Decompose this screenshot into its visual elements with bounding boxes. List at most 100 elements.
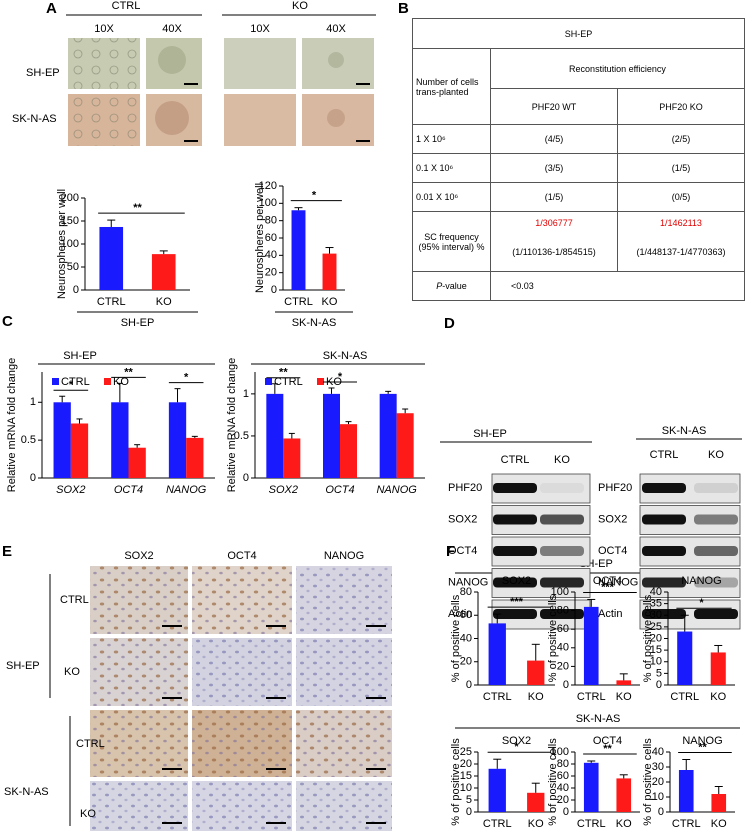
bar bbox=[53, 402, 71, 478]
panel-label: A bbox=[46, 0, 57, 17]
x-tick-label: CTRL bbox=[483, 818, 512, 830]
significance: ** bbox=[124, 366, 133, 378]
cell: (1/448137-1/4770363) bbox=[617, 233, 745, 272]
row-label: P-value bbox=[412, 271, 491, 301]
blot-band bbox=[493, 483, 537, 493]
protein-label: OCT4 bbox=[598, 545, 627, 557]
panel-label: B bbox=[398, 0, 409, 17]
bar bbox=[583, 606, 599, 685]
bar bbox=[340, 424, 357, 478]
panel-label: F bbox=[446, 543, 455, 560]
y-tick-label: 20 bbox=[460, 758, 472, 770]
x-tick-label: KO bbox=[322, 296, 338, 308]
x-tick-label: CTRL bbox=[97, 296, 126, 308]
x-tick-label: KO bbox=[528, 691, 544, 703]
blot-band bbox=[540, 546, 584, 556]
y-tick-label: 30 bbox=[652, 761, 664, 773]
micrograph bbox=[224, 94, 296, 146]
blot-band bbox=[694, 514, 738, 525]
protein-label: Actin bbox=[448, 608, 472, 620]
header-cell: PHF20 WT bbox=[490, 88, 618, 125]
y-tick-label: 60 bbox=[557, 770, 569, 782]
y-tick-label: 40 bbox=[557, 782, 569, 794]
y-tick-label: 30 bbox=[650, 609, 662, 621]
y-tick-label: 15 bbox=[460, 770, 472, 782]
legend-label: CTRL bbox=[61, 376, 90, 388]
cell: (1/5) bbox=[617, 153, 745, 183]
condition-label: CTRL bbox=[112, 0, 141, 12]
condition-label: CTRL bbox=[76, 738, 105, 750]
blot-band bbox=[642, 577, 686, 588]
blot-band bbox=[642, 483, 686, 493]
bar bbox=[322, 253, 337, 290]
significance: ** bbox=[698, 741, 707, 753]
y-tick-label: 0 bbox=[243, 472, 249, 484]
blot-band bbox=[493, 609, 537, 619]
y-tick-label: 10 bbox=[652, 791, 664, 803]
micrographs bbox=[68, 38, 374, 146]
y-tick-label: 0 bbox=[271, 284, 277, 296]
header-cell: PHF20 KO bbox=[617, 88, 745, 125]
bar bbox=[488, 623, 506, 685]
significance: ** bbox=[133, 202, 142, 214]
x-tick-label: CTRL bbox=[577, 691, 606, 703]
blot-band bbox=[540, 577, 584, 588]
y-tick-label: 40 bbox=[460, 632, 472, 644]
y-tick-label: 100 bbox=[61, 238, 79, 250]
header-cell: Number of cells trans-planted bbox=[412, 48, 491, 125]
blot-band bbox=[540, 609, 584, 619]
blot-band bbox=[493, 546, 537, 556]
significance: * bbox=[312, 190, 317, 202]
blot-band bbox=[694, 483, 738, 493]
y-tick-label: 40 bbox=[557, 642, 569, 654]
x-tick-label: OCT4 bbox=[114, 484, 143, 496]
bar bbox=[527, 660, 545, 685]
y-tick-label: 0 bbox=[563, 679, 569, 691]
y-axis-label: Relative mRNA fold change bbox=[6, 358, 18, 493]
x-tick-label: CTRL bbox=[670, 691, 699, 703]
cell: (2/5) bbox=[617, 124, 745, 154]
y-tick-label: 20 bbox=[265, 267, 277, 279]
header-cell: Reconstitution efficiency bbox=[490, 48, 745, 89]
column-label: OCT4 bbox=[227, 550, 256, 562]
lane-label: CTRL bbox=[501, 454, 530, 466]
y-axis-label: % of positive cells bbox=[547, 594, 559, 682]
blot-title: SK-N-AS bbox=[662, 425, 707, 437]
ihc-texture bbox=[296, 710, 392, 777]
cell: (1/110136-1/854515) bbox=[490, 233, 618, 272]
x-tick-label: SOX2 bbox=[56, 484, 85, 496]
protein-label: NANOG bbox=[448, 576, 488, 588]
y-tick-label: 0.5 bbox=[234, 430, 249, 442]
x-tick-label: CTRL bbox=[672, 818, 701, 830]
y-axis-label: Neurospheres per well bbox=[254, 183, 266, 293]
chart-title: OCT4 bbox=[593, 575, 622, 587]
bar bbox=[151, 254, 176, 290]
y-tick-label: 0 bbox=[466, 679, 472, 691]
bar bbox=[710, 652, 726, 685]
cell: 1/306777 bbox=[490, 211, 618, 234]
bar bbox=[379, 393, 397, 478]
y-axis-label: % of positive cells bbox=[450, 594, 462, 682]
ihc-texture bbox=[90, 710, 188, 777]
legend-label: CTRL bbox=[274, 376, 303, 388]
panel-label: D bbox=[444, 315, 455, 332]
y-tick-label: 40 bbox=[652, 746, 664, 758]
bar bbox=[583, 762, 599, 812]
y-tick-label: 0 bbox=[563, 806, 569, 818]
sphere bbox=[327, 109, 345, 127]
y-tick-label: 200 bbox=[61, 192, 79, 204]
ihc-texture bbox=[296, 638, 392, 706]
magnification: 10X bbox=[94, 23, 114, 35]
micrograph bbox=[68, 38, 140, 89]
x-tick-label: KO bbox=[711, 818, 727, 830]
y-tick-label: 100 bbox=[551, 746, 569, 758]
y-tick-label: 35 bbox=[650, 598, 662, 610]
y-tick-label: 20 bbox=[557, 794, 569, 806]
blot-band bbox=[694, 609, 738, 619]
y-tick-label: 25 bbox=[460, 746, 472, 758]
y-tick-label: 80 bbox=[557, 758, 569, 770]
x-tick-label: SOX2 bbox=[269, 484, 298, 496]
chart-title: OCT4 bbox=[593, 735, 622, 747]
y-tick-label: 100 bbox=[551, 586, 569, 598]
